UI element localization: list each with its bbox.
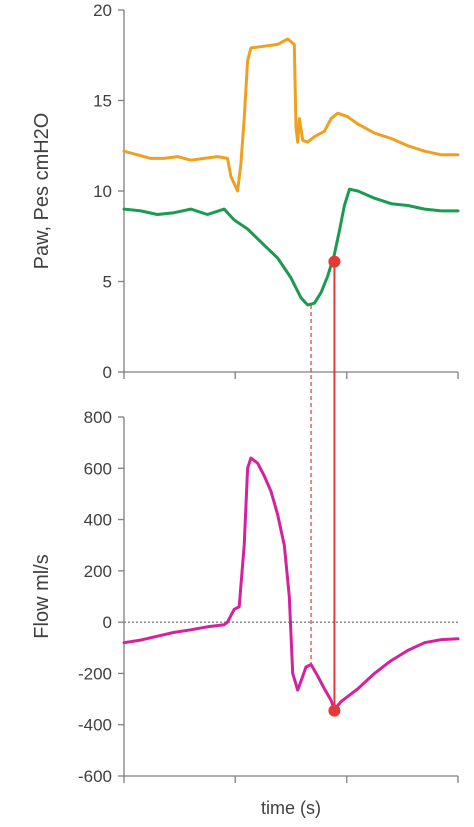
flow-y-tick-label: 400 [84, 511, 112, 530]
pressure-panel: 0 5 10 15 20 Paw, Pes cmH2O [31, 1, 460, 382]
pressure-series-line-1 [122, 187, 460, 307]
flow-marker-point [328, 704, 341, 717]
pressure-y-tick-label: 5 [103, 273, 112, 292]
flow-series-line-0 [122, 456, 460, 711]
pressure-marker-point [328, 255, 341, 268]
flow-y-axis-title: Flow ml/s [31, 554, 53, 638]
sync-lines [310, 255, 341, 717]
flow-y-tick-label: 800 [84, 408, 112, 427]
pressure-y-tick-label: 15 [93, 92, 112, 111]
flow-y-tick-label: -200 [78, 664, 112, 683]
flow-x-axis-title: time (s) [261, 798, 321, 818]
flow-y-tick-label: -400 [78, 716, 112, 735]
pressure-y-tick-label: 10 [93, 182, 112, 201]
pressure-y-tick-label: 20 [93, 1, 112, 20]
flow-panel: -600 -400 -200 0 200 400 600 800 Flow ml/s time (… [31, 408, 460, 818]
flow-y-tick-label: 200 [84, 562, 112, 581]
pressure-y-axis-title: Paw, Pes cmH2O [31, 113, 53, 270]
flow-y-tick-label: 600 [84, 459, 112, 478]
flow-y-tick-label: -600 [78, 767, 112, 786]
flow-y-tick-label: 0 [103, 613, 112, 632]
pressure-series-line-0 [122, 37, 460, 193]
pressure-y-tick-label: 0 [103, 363, 112, 382]
